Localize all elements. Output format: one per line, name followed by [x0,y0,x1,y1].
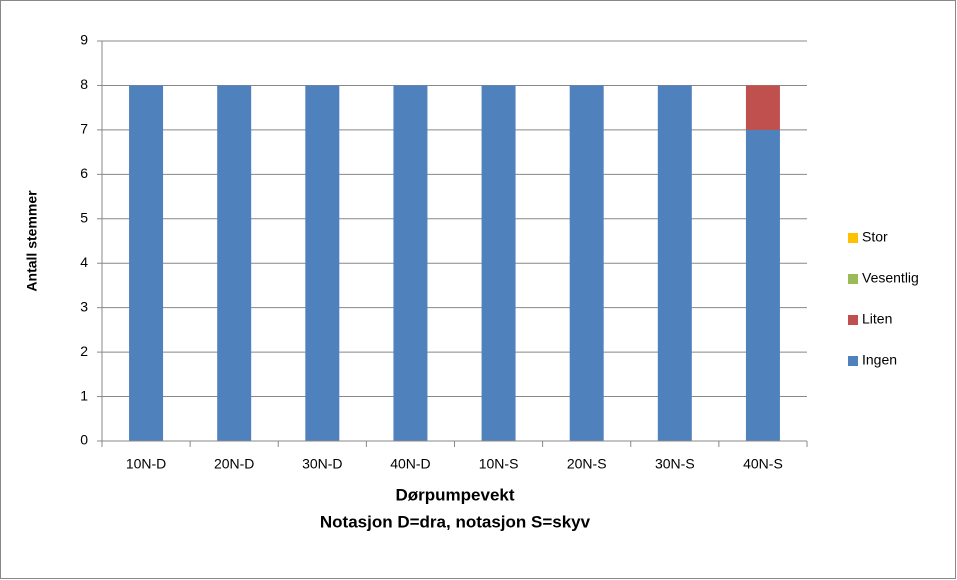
y-tick-label: 2 [80,343,88,359]
legend-label: Ingen [862,352,897,368]
x-axis-title: Dørpumpevekt [395,485,514,504]
x-tick-label: 20N-D [214,456,254,472]
x-tick-label: 20N-S [567,456,607,472]
x-axis-subtitle: Notasjon D=dra, notasjon S=skyv [320,512,591,531]
y-tick-label: 4 [80,254,88,270]
y-axis-title: Antall stemmer [24,190,40,292]
bar-segment [305,85,340,441]
bar-segment [481,85,516,441]
y-tick-label: 5 [80,209,88,225]
legend-swatch [848,233,858,243]
x-tick-label: 10N-S [479,456,519,472]
legend-swatch [848,356,858,366]
x-tick-label: 30N-S [655,456,695,472]
bar-segment [745,129,780,441]
bar-segment [217,85,252,441]
y-tick-label: 1 [80,387,88,403]
y-tick-label: 9 [80,32,88,48]
bar-segment [657,85,692,441]
bar-segment [129,85,164,441]
y-tick-label: 3 [80,298,88,314]
y-tick-label: 7 [80,121,88,137]
legend-label: Stor [862,229,888,245]
legend-label: Liten [862,311,892,327]
y-tick-label: 8 [80,76,88,92]
x-tick-label: 40N-D [390,456,430,472]
bar-segment [393,85,428,441]
x-tick-label: 10N-D [126,456,166,472]
legend-swatch [848,315,858,325]
bar-segment [569,85,604,441]
y-tick-label: 0 [80,432,88,448]
x-tick-label: 30N-D [302,456,342,472]
legend-label: Vesentlig [862,270,919,286]
y-tick-label: 6 [80,165,88,181]
bar-segment [745,85,780,130]
legend-swatch [848,274,858,284]
x-tick-label: 40N-S [743,456,783,472]
